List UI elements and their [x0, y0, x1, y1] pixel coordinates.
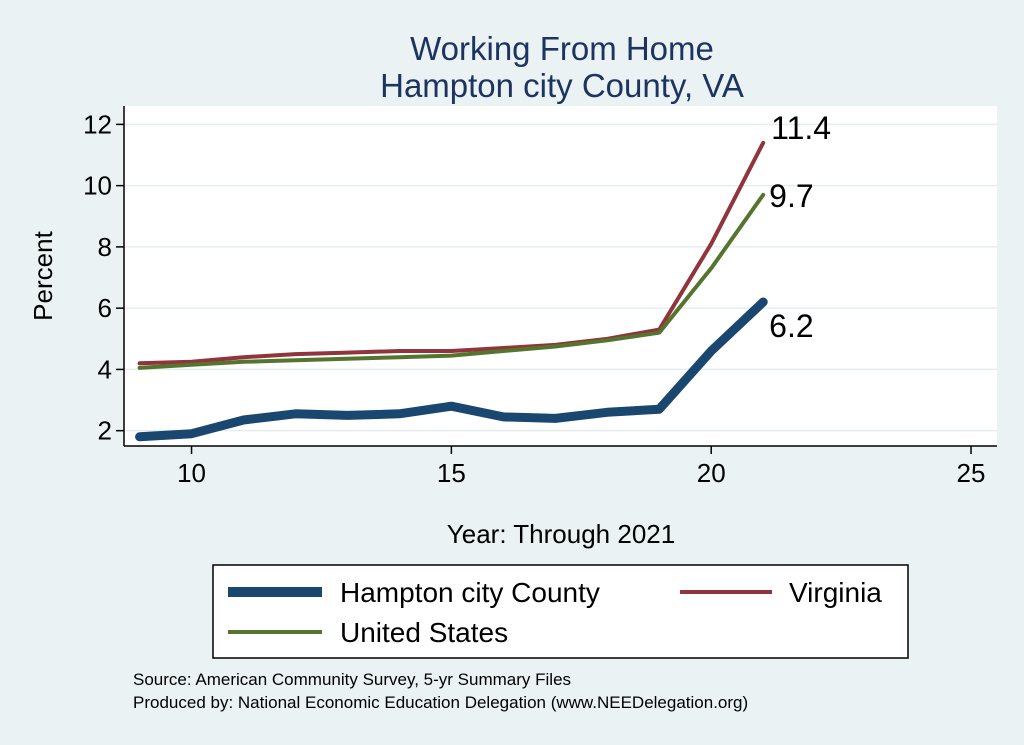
end-label: 6.2	[769, 308, 813, 344]
tick-labels: 2 4 6 8 10 12 10 15 20 25	[83, 109, 985, 488]
produced-note: Produced by: National Economic Education…	[133, 693, 748, 712]
y-tick-label: 2	[98, 416, 112, 446]
y-tick-label: 10	[83, 171, 112, 201]
legend-label: Hampton city County	[340, 577, 600, 608]
y-tick-label: 4	[98, 354, 112, 384]
chart-subtitle: Hampton city County, VA	[380, 67, 744, 104]
legend-box	[212, 564, 909, 659]
y-tick-label: 12	[83, 109, 112, 139]
series-line-hampton-city-county	[135, 297, 768, 442]
plot-area	[124, 106, 997, 446]
x-tick-label: 10	[177, 458, 206, 488]
end-labels: 6.2 11.4 9.7	[769, 110, 831, 344]
grid	[124, 123, 997, 432]
y-tick-label: 6	[98, 293, 112, 323]
legend-label: Virginia	[789, 577, 882, 608]
axes	[116, 106, 997, 454]
x-tick-label: 25	[957, 458, 986, 488]
x-axis-title: Year: Through 2021	[447, 519, 675, 549]
end-label: 9.7	[769, 178, 813, 214]
series-line-united-states	[137, 192, 766, 370]
x-tick-label: 15	[437, 458, 466, 488]
series-lines	[135, 140, 768, 442]
y-axis-title: Percent	[28, 230, 58, 320]
chart-title: Working From Home	[410, 30, 714, 67]
end-label: 11.4	[771, 110, 831, 146]
legend: Hampton city County Virginia United States	[228, 577, 882, 648]
y-tick-label: 8	[98, 232, 112, 262]
legend-label: United States	[340, 617, 508, 648]
x-tick-label: 20	[697, 458, 726, 488]
source-note: Source: American Community Survey, 5-yr …	[133, 670, 571, 689]
